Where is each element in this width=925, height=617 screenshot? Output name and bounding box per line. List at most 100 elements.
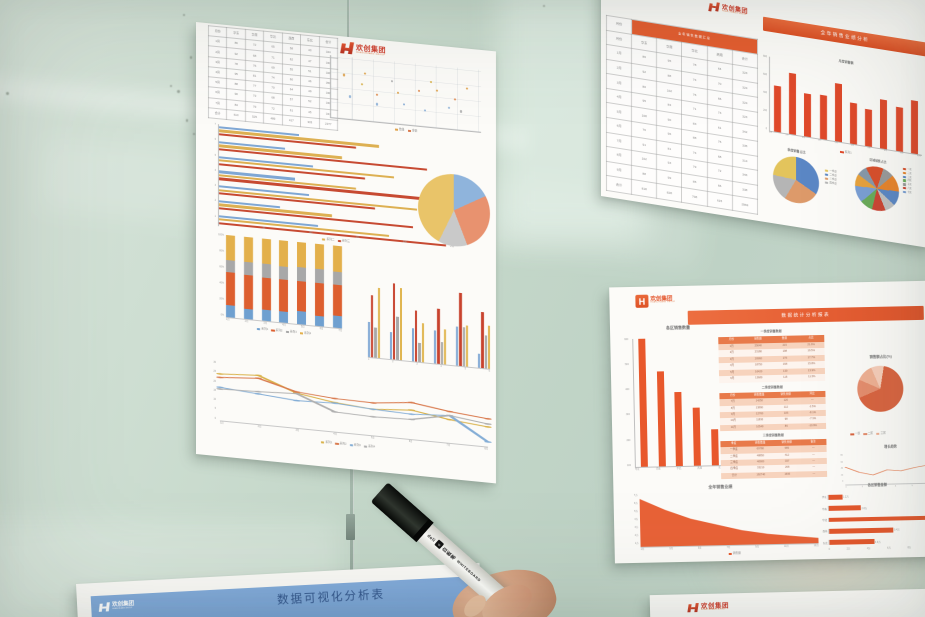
tick-label: 200 [763,109,767,113]
tick-label: 1 [214,215,216,218]
tick-label: 2 [214,200,216,203]
seg [297,310,307,325]
grouped-hbar-chart [218,124,455,250]
tick-label: 6 [214,139,216,142]
sheet-title: 全年销售业绩分析 [763,16,925,57]
legend-swatch [840,150,844,154]
vb [456,326,459,366]
tick-label: 2月 [785,134,789,137]
legend-label: 二区 [907,172,912,176]
tick-label: 4万 [634,518,639,521]
legend-swatch [863,432,867,436]
legend-label: 系列三 [341,239,350,244]
vb [434,330,437,364]
tick-label: 0 [218,223,220,226]
tick-label: 5 [214,154,216,157]
sheet-title: 数据统计分析报表 [687,305,924,325]
stack-col [332,245,342,329]
vb [638,338,649,467]
lg-item: 系列1 [320,440,332,445]
lab: 华北 [822,518,828,523]
area-y-axis: 7万 6万 5万 4万 3万 2万 1万 [625,495,639,545]
legend-label: 系列2 [275,328,283,333]
tick-label: 4万 [866,548,871,551]
tick-label: 2月 [257,426,262,429]
scatter-chart [330,55,481,133]
trend-line-chart [844,452,925,486]
tick-label: 4 [440,365,442,369]
legend-label: 销售额 [732,551,741,555]
tick-label: 1万 [634,542,639,545]
dot [424,108,427,112]
tick-label: 0 [765,127,767,130]
seg [297,241,307,269]
legend-swatch [320,440,325,444]
legend-label: 四季度 [829,180,837,186]
tick-label: 8月 [484,448,488,451]
tick-label: 5月 [697,547,702,550]
lg-item: 三区 [876,432,886,436]
vb [412,328,415,362]
vb [656,371,666,467]
hrow: 华东 1.2万 [816,492,925,500]
seg [315,243,325,271]
company-logo: 欢创集团 HUANCHUANG GROUP [99,598,135,616]
seam-bracket [346,514,355,540]
grouped-column-chart [368,278,490,370]
table3: 季度 销售数量 销售金额 备注 一季度 69780 589— 二季度 48850 412— 三季度 4… [720,438,828,480]
dot [361,82,364,86]
bar [828,494,843,500]
lg-item: 系列二 [322,237,335,242]
tick-label: 0 [842,480,844,483]
line-chart [216,362,492,448]
hbar-y-axis: 7 6 5 4 3 2 1 [206,123,216,218]
tick-label: 100 [627,464,631,467]
vb [437,309,440,364]
legend-swatch [825,181,829,185]
tick-label: 2万 [846,548,851,551]
hrow: 华南 2.8万 [816,503,925,511]
tick-label: 6月 [408,440,413,444]
tick-label: 8万 [907,547,912,550]
tick-label: 800 [763,55,767,59]
legend-label: 数量 [399,127,405,132]
company-logo: H 欢创集团 HUANCHUANG GROUP [635,293,675,309]
seg [279,311,289,324]
tick-label: 30 [213,361,216,364]
dot [391,79,394,83]
tick-label: 3月 [263,322,268,325]
seg [332,245,342,273]
legend-swatch [825,177,829,181]
report-sheet-bottom-left: 欢创集团 HUANCHUANG GROUP 数据可视化分析表 [76,562,485,617]
lg-item: 系列1 [256,327,268,332]
legend-label: 四区 [907,179,912,183]
vb [481,311,484,369]
tick-label: 0 [828,548,830,551]
legend-label: 金额 [411,129,418,133]
track: 8.6万 [828,515,925,523]
legend-label: 系列二 [326,237,335,242]
dot [349,95,352,99]
tick-label: 5月 [371,437,375,440]
pie2-legend: 一区 二区 三区 四区 五区 六区 七区 [903,167,912,194]
tick-label: 0 [214,417,216,420]
bar [828,505,861,511]
seg [261,277,271,310]
gcol-group [434,285,446,365]
tick-label: 3 [416,363,418,366]
dot [403,103,406,106]
stack-col [297,241,307,325]
tick-label: 3月 [295,429,300,433]
vb [880,99,888,150]
vb [462,327,465,367]
vb [895,106,903,152]
stack-y-axis: 100% 80% 60% 40% 20% 0% [210,233,224,316]
dot [460,110,463,113]
tick-label: 5月 [300,326,305,329]
tick-label: 100 [308,232,313,235]
tick-label: 50 [262,227,266,230]
legend-swatch [903,186,907,190]
tick-label: 11月 [783,545,789,548]
track: 5.4万 [828,526,925,534]
